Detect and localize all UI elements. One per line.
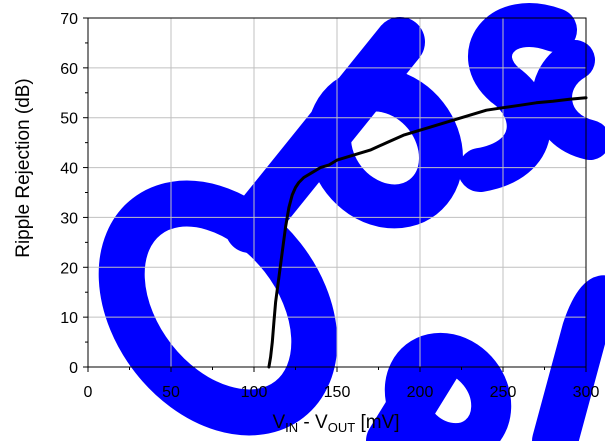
y-tick-label: 20 [60,260,78,277]
x-axis-title-sub-in: IN [285,420,298,435]
x-tick-label: 100 [241,384,268,401]
watermark-letter-b-bowl [306,67,464,229]
series-group [267,96,588,369]
y-tick-label: 60 [60,61,78,78]
watermark-letter-s [458,3,577,192]
y-tick-label: 50 [60,111,78,128]
x-axis-title-main: V [272,412,285,433]
watermark-letter-p-bowl [384,332,512,441]
y-tick-label: 40 [60,161,78,178]
y-tick-label: 0 [69,360,78,377]
x-tick-label: 0 [84,384,93,401]
y-axis-title: Ripple Rejection (dB) [13,78,34,258]
series-line [267,96,588,369]
x-tick-label: 200 [407,384,434,401]
y-tick-label: 70 [60,11,78,28]
y-tick-label: 30 [60,210,78,227]
watermark [98,3,605,441]
x-tick-label: 50 [162,384,180,401]
x-axis-ticks: 0 50 100 150 200 250 300 [84,367,600,401]
x-axis-title: VIN - VOUT [mV] [272,412,399,435]
y-axis-ticks: 0 10 20 30 40 50 60 70 [60,11,88,377]
x-axis-title-unit: [mV] [355,412,399,433]
x-axis-title-sub-out: OUT [328,420,356,435]
watermark-letter-o [98,180,338,436]
y-tick-label: 10 [60,310,78,327]
x-tick-label: 250 [490,384,517,401]
watermark-letter-r [532,275,605,441]
x-axis-title-mid: - V [298,412,328,433]
x-tick-label: 300 [573,384,600,401]
x-tick-label: 150 [324,384,351,401]
